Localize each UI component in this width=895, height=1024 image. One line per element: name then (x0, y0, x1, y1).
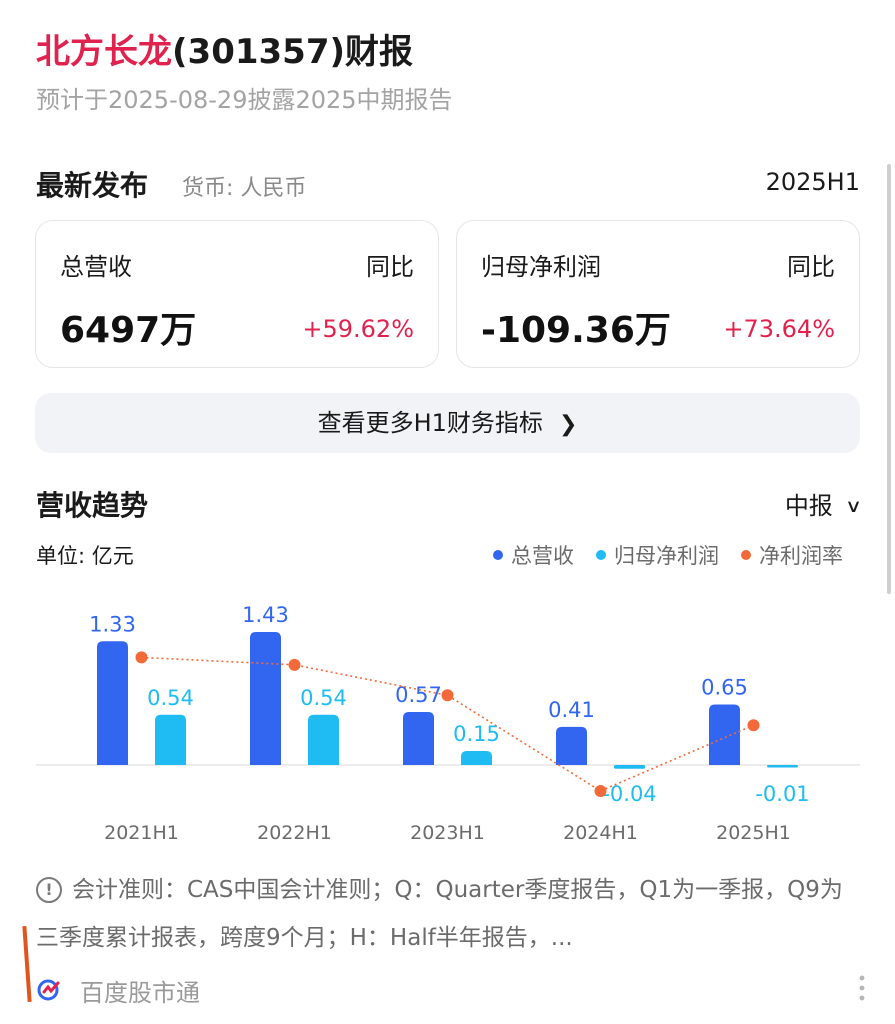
revenue-bar-label: 0.57 (395, 683, 442, 707)
legend-item-margin[interactable]: 净利润率 (741, 540, 843, 570)
disclosure-date: 预计于2025-08-29披露2025中期报告 (36, 86, 453, 114)
footer: 百度股市通 (36, 970, 200, 1010)
side-mark (22, 925, 32, 1003)
revenue-trend-chart[interactable]: 1.33 0.54 2021H1 1.43 0.54 2022H1 0.57 0.15 2023… (0, 590, 895, 860)
revenue-bar (556, 726, 587, 765)
net-profit-card[interactable]: 归母净利润 同比 -109.36万 +73.64% (456, 220, 860, 368)
net-margin-line (141, 656, 754, 792)
chart-legend: 总营收 归母净利润 净利润率 (493, 540, 843, 570)
more-h1-metrics-label: 查看更多H1财务指标 (317, 409, 543, 437)
info-icon: ! (36, 877, 62, 903)
chart-unit-label: 单位: 亿元 (36, 544, 134, 568)
x-tick-label: 2021H1 (104, 822, 179, 844)
latest-release-header: 最新发布 货币: 人民币 2025H1 (36, 162, 860, 202)
revenue-bar (403, 711, 434, 765)
revenue-bar-label: 1.33 (89, 612, 136, 636)
net-profit-bar-label: 0.15 (453, 722, 500, 746)
chevron-right-icon: ❯ (558, 412, 578, 437)
net-margin-point (747, 719, 760, 732)
legend-item-revenue[interactable]: 总营收 (493, 540, 574, 570)
revenue-bar-label: 0.65 (701, 676, 748, 700)
revenue-label: 总营收 (60, 253, 132, 281)
revenue-bar (97, 641, 128, 765)
legend-item-net-profit[interactable]: 归母净利润 (596, 540, 719, 570)
accounting-notice: ! 会计准则：CAS中国会计准则；Q：Quarter季度报告，Q1为一季报，Q9为… (36, 866, 860, 962)
more-vertical-icon[interactable] (859, 974, 865, 1002)
net-profit-bar (155, 714, 186, 765)
scrollbar[interactable] (887, 164, 891, 594)
brand-name[interactable]: 百度股市通 (80, 978, 200, 1007)
x-tick-label: 2022H1 (257, 822, 332, 844)
baidu-stock-logo-icon (37, 979, 60, 1001)
net-profit-bar-label: 0.54 (147, 686, 194, 710)
stock-code-title: (301357)财报 (172, 32, 414, 72)
net-profit-label: 归母净利润 (481, 253, 601, 281)
x-tick-label: 2024H1 (563, 822, 638, 844)
net-margin-point (288, 658, 301, 671)
x-tick-label: 2025H1 (716, 822, 791, 844)
net-profit-yoy-label: 同比 (787, 253, 835, 281)
revenue-bar-label: 1.43 (242, 603, 289, 627)
net-profit-bar (461, 751, 492, 765)
x-tick-label: 2023H1 (410, 822, 485, 844)
revenue-trend-header: 营收趋势 中报 ∨ (36, 480, 862, 524)
net-margin-point (135, 651, 148, 664)
net-margin-point (594, 784, 607, 797)
revenue-value: 6497万 (60, 310, 197, 351)
net-profit-bar-label: -0.04 (602, 782, 656, 806)
revenue-yoy-label: 同比 (366, 253, 414, 281)
accounting-notice-text: 会计准则：CAS中国会计准则；Q：Quarter季度报告，Q1为一季报，Q9为三… (36, 877, 843, 951)
more-h1-metrics-button[interactable]: 查看更多H1财务指标 ❯ (35, 393, 860, 453)
revenue-bar-label: 0.41 (548, 698, 595, 722)
legend-dot-revenue (493, 550, 503, 560)
revenue-bar (250, 632, 281, 765)
net-profit-bar (308, 714, 339, 765)
net-profit-bar (614, 765, 645, 769)
net-profit-value: -109.36万 (481, 310, 671, 351)
period-selector[interactable]: 中报 ∨ (784, 486, 862, 521)
legend-label-margin: 净利润率 (759, 544, 843, 568)
net-margin-point (441, 689, 454, 702)
legend-dot-net-profit (596, 550, 606, 560)
revenue-bar (709, 704, 740, 765)
revenue-yoy: +59.62% (302, 315, 414, 343)
legend-label-net-profit: 归母净利润 (614, 544, 719, 568)
net-profit-yoy: +73.64% (723, 315, 835, 343)
period-label: 2025H1 (765, 168, 860, 196)
currency-label: 货币: 人民币 (182, 176, 307, 201)
net-profit-bar-label: -0.01 (755, 782, 809, 806)
legend-dot-margin (741, 550, 751, 560)
revenue-trend-title: 营收趋势 (36, 489, 149, 522)
net-profit-bar (767, 765, 798, 768)
page-title: 北方长龙(301357)财报 (36, 24, 413, 73)
net-profit-bar-label: 0.54 (300, 686, 347, 710)
revenue-card[interactable]: 总营收 同比 6497万 +59.62% (35, 220, 439, 368)
legend-label-revenue: 总营收 (511, 544, 574, 568)
period-selector-label: 中报 (784, 492, 833, 520)
latest-release-title: 最新发布 (36, 169, 149, 202)
stock-name[interactable]: 北方长龙 (36, 32, 172, 72)
chevron-down-icon: ∨ (844, 496, 862, 517)
